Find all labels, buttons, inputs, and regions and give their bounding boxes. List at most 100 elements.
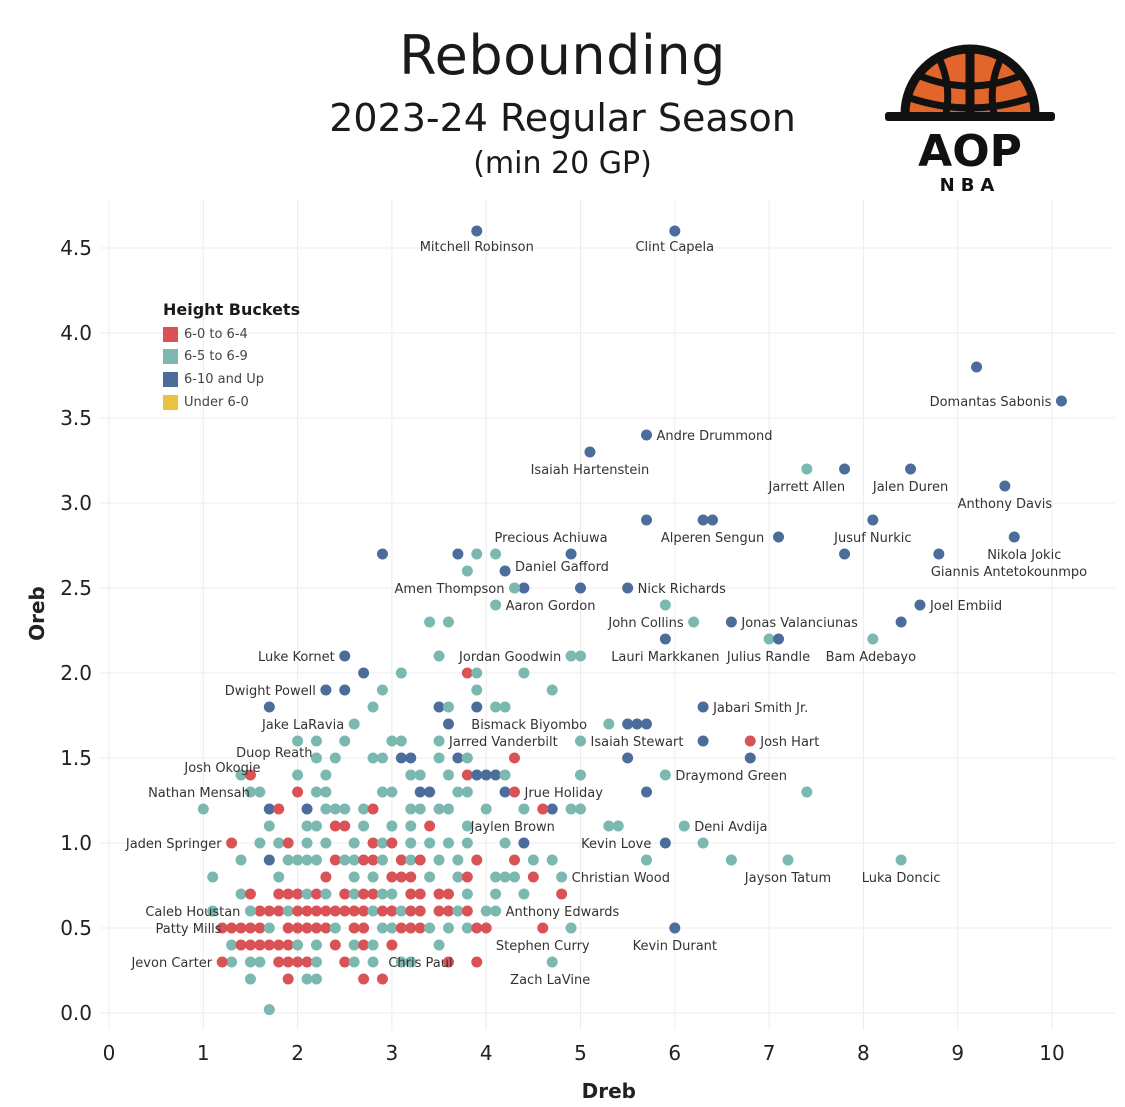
data-point xyxy=(499,786,511,798)
data-point xyxy=(282,956,294,968)
data-point xyxy=(329,820,341,832)
data-point xyxy=(508,786,520,798)
legend-swatch xyxy=(163,349,178,365)
data-point xyxy=(461,905,473,917)
point-label: Bam Adebayo xyxy=(826,650,917,665)
data-point xyxy=(433,735,445,747)
data-point xyxy=(197,803,209,815)
data-point xyxy=(575,803,586,815)
y-tick-label: 3.5 xyxy=(60,406,92,430)
data-point xyxy=(244,939,256,951)
point-label: Giannis Antetokounmpo xyxy=(931,565,1087,580)
data-point xyxy=(292,956,304,968)
data-point xyxy=(339,684,351,696)
data-point xyxy=(442,701,454,713)
data-point xyxy=(263,701,275,713)
data-point xyxy=(518,803,530,815)
data-point xyxy=(546,956,558,968)
point-label: Jake LaRavia xyxy=(261,718,344,733)
data-point xyxy=(348,956,360,968)
data-point xyxy=(235,854,247,866)
point-label: Josh Okogie xyxy=(183,761,260,776)
basketball-icon xyxy=(885,44,1055,121)
data-point xyxy=(612,820,624,832)
data-point xyxy=(310,956,322,968)
data-point xyxy=(358,939,370,951)
data-point xyxy=(367,854,379,866)
data-point xyxy=(292,939,304,951)
data-point xyxy=(641,786,653,798)
point-label: Jaden Springer xyxy=(125,837,222,852)
data-point xyxy=(839,548,851,560)
data-point xyxy=(697,514,709,526)
y-tick-label: 1.5 xyxy=(60,746,92,770)
data-point xyxy=(867,633,879,645)
point-label: Caleb Houstan xyxy=(145,905,240,920)
chart-subtitle: 2023-24 Regular Season xyxy=(329,96,796,140)
point-label: Jusuf Nurkic xyxy=(833,531,911,546)
data-point xyxy=(490,599,502,611)
data-point xyxy=(490,769,502,781)
data-point xyxy=(414,888,426,900)
point-label: Jordan Goodwin xyxy=(458,650,561,665)
data-point xyxy=(376,888,388,900)
data-point xyxy=(207,871,219,883)
y-tick-label: 4.5 xyxy=(60,236,92,260)
x-tick-label: 2 xyxy=(291,1041,304,1065)
point-label: Anthony Edwards xyxy=(506,905,620,920)
x-tick-label: 9 xyxy=(951,1041,964,1065)
data-point xyxy=(480,922,492,934)
data-point xyxy=(310,735,322,747)
y-tick-label: 0.0 xyxy=(60,1001,92,1025)
point-label: Nathan Mensah xyxy=(148,786,250,801)
data-point xyxy=(669,922,681,934)
data-point xyxy=(386,922,398,934)
data-point xyxy=(320,837,332,849)
data-point xyxy=(292,786,304,798)
data-point xyxy=(471,225,483,237)
data-point xyxy=(301,820,313,832)
data-point xyxy=(226,922,238,934)
data-point xyxy=(301,956,313,968)
point-label: Jevon Carter xyxy=(130,956,212,971)
data-point xyxy=(499,701,511,713)
data-point xyxy=(461,769,473,781)
legend: Height Buckets 6-0 to 6-4 6-5 to 6-9 6-1… xyxy=(163,300,300,413)
data-point xyxy=(490,888,502,900)
data-point xyxy=(301,803,313,815)
data-point xyxy=(376,786,388,798)
data-point xyxy=(348,888,360,900)
data-point xyxy=(565,548,577,560)
data-point xyxy=(518,837,530,849)
data-point xyxy=(292,854,304,866)
data-point xyxy=(358,854,370,866)
data-point xyxy=(1055,395,1067,407)
data-point xyxy=(546,803,558,815)
point-label: Joel Embiid xyxy=(929,599,1002,614)
data-point xyxy=(282,837,294,849)
data-point xyxy=(216,922,228,934)
data-point xyxy=(367,939,379,951)
x-tick-label: 4 xyxy=(480,1041,493,1065)
data-point xyxy=(867,514,879,526)
data-point xyxy=(358,888,370,900)
data-point xyxy=(386,735,398,747)
y-tick-label: 2.0 xyxy=(60,661,92,685)
point-label: Isaiah Stewart xyxy=(591,735,684,750)
data-point xyxy=(235,888,247,900)
data-point xyxy=(395,667,407,679)
legend-label: 6-5 to 6-9 xyxy=(184,349,248,365)
data-point xyxy=(395,922,407,934)
data-point xyxy=(301,888,313,900)
data-point xyxy=(301,905,313,917)
data-point xyxy=(254,956,266,968)
data-point xyxy=(471,854,483,866)
data-point xyxy=(424,922,436,934)
data-point xyxy=(282,939,294,951)
point-label: Josh Hart xyxy=(759,735,819,750)
data-point xyxy=(433,701,445,713)
data-point xyxy=(461,888,473,900)
data-point xyxy=(471,667,483,679)
x-tick-label: 1 xyxy=(197,1041,210,1065)
